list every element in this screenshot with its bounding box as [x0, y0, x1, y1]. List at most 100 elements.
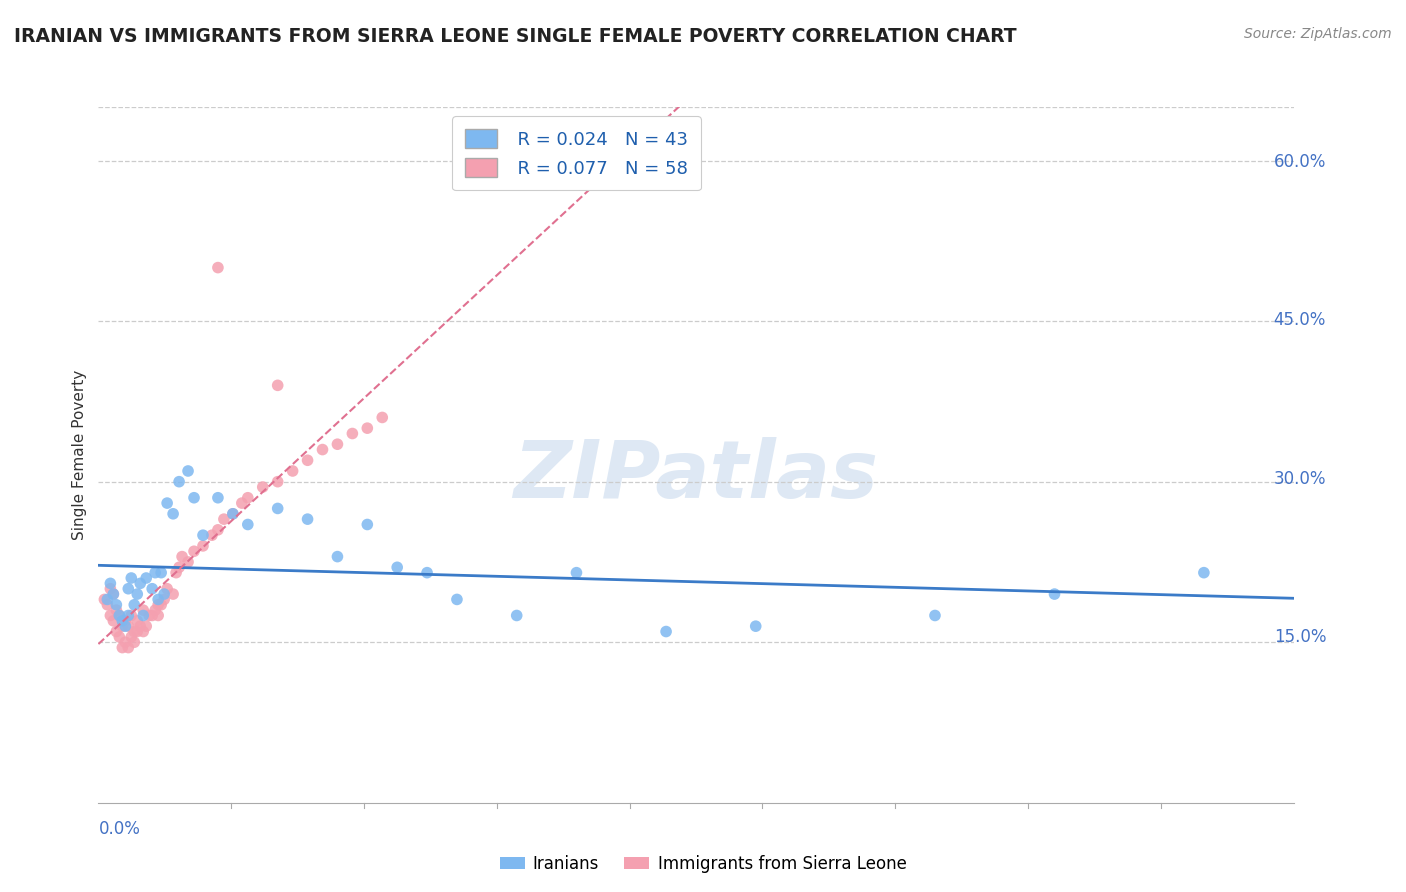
Point: [238, 554, 260, 568]
Point: [170, 586, 193, 600]
Legend:   R = 0.024   N = 43,   R = 0.077   N = 58: R = 0.024 N = 43, R = 0.077 N = 58: [488, 116, 735, 190]
Point: [181, 591, 204, 606]
Point: [274, 485, 297, 500]
Point: [1173, 559, 1195, 574]
Point: [173, 591, 195, 606]
Point: [208, 565, 231, 579]
Point: [464, 559, 486, 574]
Point: [191, 613, 214, 627]
Point: [546, 602, 568, 616]
Point: [328, 375, 350, 389]
Point: [396, 422, 419, 436]
Point: [600, 559, 623, 574]
Point: [246, 459, 269, 474]
Point: [194, 565, 217, 579]
Point: [278, 507, 301, 521]
Point: [368, 438, 391, 452]
Point: [179, 581, 201, 595]
Point: [184, 602, 207, 616]
Point: [252, 539, 274, 553]
Point: [260, 523, 283, 537]
Point: [222, 591, 245, 606]
Point: [423, 407, 446, 421]
Point: [315, 475, 337, 490]
Point: [211, 602, 233, 616]
Point: [228, 491, 250, 505]
Point: [173, 586, 195, 600]
Point: [202, 570, 225, 584]
Point: [186, 613, 209, 627]
Point: [409, 417, 432, 431]
Point: [184, 602, 207, 616]
Point: [179, 581, 201, 595]
Point: [232, 501, 254, 516]
Point: [409, 512, 432, 526]
Point: [274, 259, 297, 273]
Point: [1036, 581, 1059, 595]
Point: [228, 575, 250, 590]
Point: [269, 523, 291, 537]
Point: [382, 544, 405, 558]
Point: [252, 485, 274, 500]
Point: [328, 470, 350, 484]
Point: [205, 602, 228, 616]
Point: [188, 628, 211, 642]
Point: [492, 586, 515, 600]
Point: [191, 633, 214, 648]
Point: [194, 602, 217, 616]
Point: [437, 554, 460, 568]
Text: ZIPatlas: ZIPatlas: [538, 432, 903, 510]
Point: [176, 570, 198, 584]
Point: [232, 581, 254, 595]
Text: IRANIAN VS IMMIGRANTS FROM SIERRA LEONE SINGLE FEMALE POVERTY CORRELATION CHART: IRANIAN VS IMMIGRANTS FROM SIERRA LEONE …: [14, 27, 1017, 45]
Point: [763, 613, 786, 627]
Point: [682, 617, 704, 632]
Point: [217, 597, 239, 611]
Point: [176, 602, 198, 616]
Point: [235, 559, 257, 574]
Legend: Iranians, Immigrants from Sierra Leone: Iranians, Immigrants from Sierra Leone: [494, 848, 912, 880]
Point: [225, 586, 247, 600]
Point: [200, 581, 222, 595]
Y-axis label: Single Female Poverty: Single Female Poverty: [72, 366, 87, 535]
Point: [176, 575, 198, 590]
Point: [274, 517, 297, 532]
Point: [356, 507, 378, 521]
Point: [382, 433, 405, 447]
Point: [356, 449, 378, 463]
Point: [179, 607, 201, 622]
Point: [217, 559, 239, 574]
Point: [202, 613, 225, 627]
Point: [186, 633, 209, 648]
Point: [191, 602, 214, 616]
Point: [222, 559, 245, 574]
Point: [205, 617, 228, 632]
Point: [197, 617, 219, 632]
Point: [188, 613, 211, 627]
Point: [219, 602, 242, 616]
Text: 0.0%: 0.0%: [176, 811, 218, 829]
Point: [191, 575, 214, 590]
Point: [287, 501, 309, 516]
Point: [219, 586, 242, 600]
Point: [200, 617, 222, 632]
Point: [214, 575, 236, 590]
Point: [260, 533, 283, 548]
Point: [301, 485, 323, 500]
Point: [328, 496, 350, 510]
Point: [301, 512, 323, 526]
Point: [225, 581, 247, 595]
Point: [246, 549, 269, 563]
Point: [186, 607, 209, 622]
Point: [184, 623, 207, 637]
Point: [181, 597, 204, 611]
Point: [928, 602, 950, 616]
Point: [342, 459, 364, 474]
Point: [197, 628, 219, 642]
Point: [188, 607, 211, 622]
Point: [287, 501, 309, 516]
Text: Source: ZipAtlas.com: Source: ZipAtlas.com: [1244, 27, 1392, 41]
Point: [181, 617, 204, 632]
Point: [295, 491, 318, 505]
Point: [219, 591, 242, 606]
